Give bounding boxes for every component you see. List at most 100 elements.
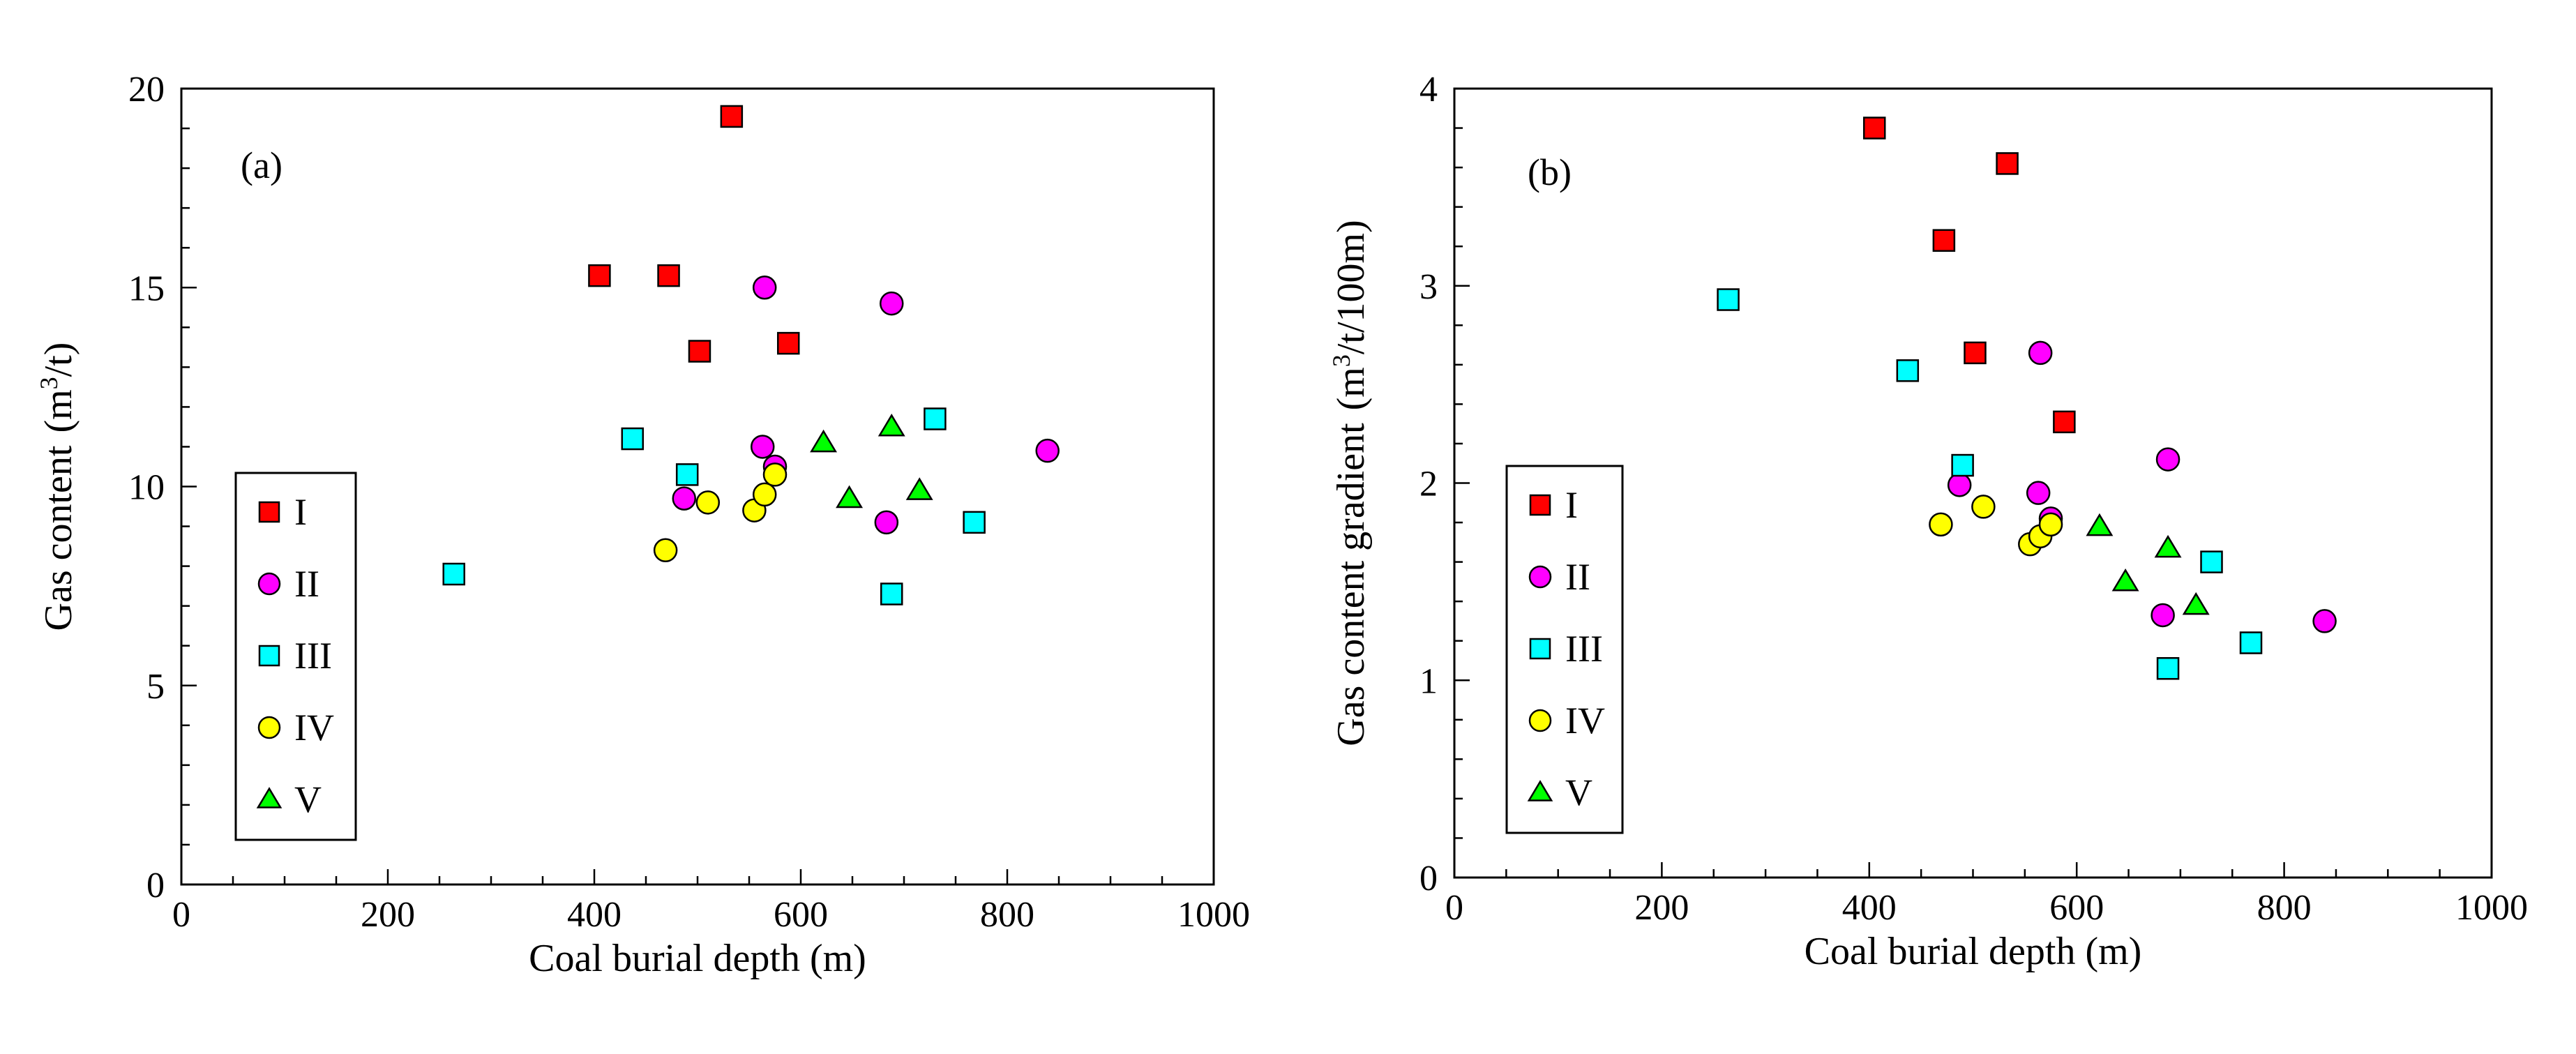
data-point-III	[2200, 550, 2223, 573]
data-point-I	[720, 105, 744, 128]
legend-label-V: V	[1565, 771, 1592, 813]
data-point-I	[688, 340, 711, 363]
series-III	[1717, 288, 2263, 680]
legend-box	[234, 472, 357, 841]
data-point-I	[776, 331, 800, 355]
legend-marker-V	[1527, 780, 1553, 801]
legend-label-III: III	[1565, 628, 1603, 670]
x-tick-label: 800	[980, 895, 1034, 935]
data-point-I	[1964, 341, 1987, 365]
data-point-IV	[695, 490, 721, 515]
data-point-II	[2028, 340, 2053, 366]
data-point-IV	[653, 538, 678, 563]
data-point-II	[1035, 438, 1060, 463]
x-tick-label: 800	[2257, 888, 2312, 928]
panel-label: (a)	[241, 144, 283, 186]
y-axis-title-unit-open: (m	[1330, 367, 1373, 410]
y-tick-label: 15	[128, 269, 165, 308]
data-point-V	[2086, 513, 2114, 536]
x-tick-label: 400	[1842, 888, 1897, 928]
legend-marker-III	[258, 645, 280, 667]
data-point-V	[836, 485, 864, 509]
legend-label-V: V	[294, 778, 322, 820]
x-tick-label: 600	[2049, 888, 2104, 928]
data-point-II	[2312, 609, 2337, 633]
data-point-V	[810, 429, 838, 453]
data-point-I	[1932, 229, 1956, 252]
data-point-III	[2239, 631, 2263, 654]
series-V	[2086, 513, 2210, 615]
y-tick-label: 5	[146, 667, 165, 707]
data-point-III	[442, 562, 465, 586]
x-tick-label: 1000	[1177, 895, 1250, 935]
legend-marker-III	[1529, 638, 1551, 660]
y-tick-label: 1	[1419, 661, 1438, 701]
data-point-V	[2154, 534, 2182, 558]
legend-label-II: II	[1565, 556, 1590, 598]
series-I	[588, 105, 800, 363]
y-axis-title: Gas content gradient (m3/t/100m)	[1327, 220, 1373, 746]
x-tick-label: 200	[1634, 888, 1689, 928]
series-IV	[1929, 495, 2063, 557]
y-tick-label: 4	[1419, 70, 1438, 110]
y-tick-label: 0	[146, 866, 165, 905]
data-point-III	[1951, 453, 1974, 477]
y-axis-title-unit-close: /t)	[37, 342, 80, 377]
data-point-IV	[2038, 512, 2063, 537]
legend-label-III: III	[294, 635, 332, 677]
legend-label-I: I	[1565, 484, 1578, 526]
data-point-III	[1717, 288, 1740, 311]
x-tick-label: 200	[361, 895, 415, 935]
legend-marker-II	[257, 572, 281, 596]
data-point-II	[879, 291, 904, 316]
legend-marker-I	[258, 501, 280, 523]
data-point-I	[1996, 152, 2019, 175]
y-tick-label: 0	[1419, 859, 1438, 898]
legend-marker-IV	[257, 716, 281, 739]
series-IV	[653, 462, 788, 563]
data-point-I	[657, 264, 680, 287]
data-point-II	[750, 435, 775, 459]
data-point-III	[1896, 359, 1920, 382]
legend-label-IV: IV	[1565, 700, 1605, 741]
data-point-I	[2053, 410, 2076, 434]
data-point-I	[1862, 116, 1886, 140]
legend-label-IV: IV	[294, 707, 334, 748]
legend-box	[1505, 465, 1624, 834]
data-point-II	[1947, 473, 1972, 497]
legend-marker-II	[1528, 565, 1552, 589]
data-point-II	[752, 276, 777, 300]
y-tick-label: 10	[128, 468, 165, 508]
data-point-II	[2026, 481, 2051, 505]
y-axis-title-name: Gas content gradient	[1330, 423, 1373, 746]
x-tick-label: 600	[774, 895, 828, 935]
data-point-V	[905, 477, 933, 500]
data-point-V	[2182, 592, 2210, 615]
y-axis-title-unit-open: (m	[37, 389, 80, 432]
data-point-III	[963, 511, 986, 534]
legend-marker-IV	[1528, 709, 1552, 732]
data-point-IV	[1929, 512, 1953, 537]
legend-marker-V	[256, 787, 283, 808]
y-axis-title-name: Gas content	[37, 445, 80, 631]
y-axis-title-unit-sup: 3	[1327, 354, 1355, 367]
legend-label-II: II	[294, 563, 319, 605]
x-tick-label: 400	[567, 895, 622, 935]
x-axis-title: Coal burial depth (m)	[1805, 930, 2142, 973]
y-axis-title: Gas content (m3/t)	[35, 342, 80, 631]
series-V	[810, 413, 933, 509]
y-tick-label: 3	[1419, 267, 1438, 307]
data-point-IV	[762, 462, 788, 487]
x-tick-label: 0	[172, 895, 190, 935]
data-point-III	[880, 582, 903, 605]
data-point-III	[621, 427, 645, 451]
data-point-V	[2111, 568, 2139, 592]
series-II	[1947, 340, 2337, 633]
chart-panel-a: 0 200 400 600 800 1000 0 5 10 15 20 Coal burial dep…	[35, 70, 1250, 980]
data-point-II	[672, 486, 697, 511]
legend-marker-I	[1529, 494, 1551, 516]
x-tick-label: 1000	[2455, 888, 2528, 928]
